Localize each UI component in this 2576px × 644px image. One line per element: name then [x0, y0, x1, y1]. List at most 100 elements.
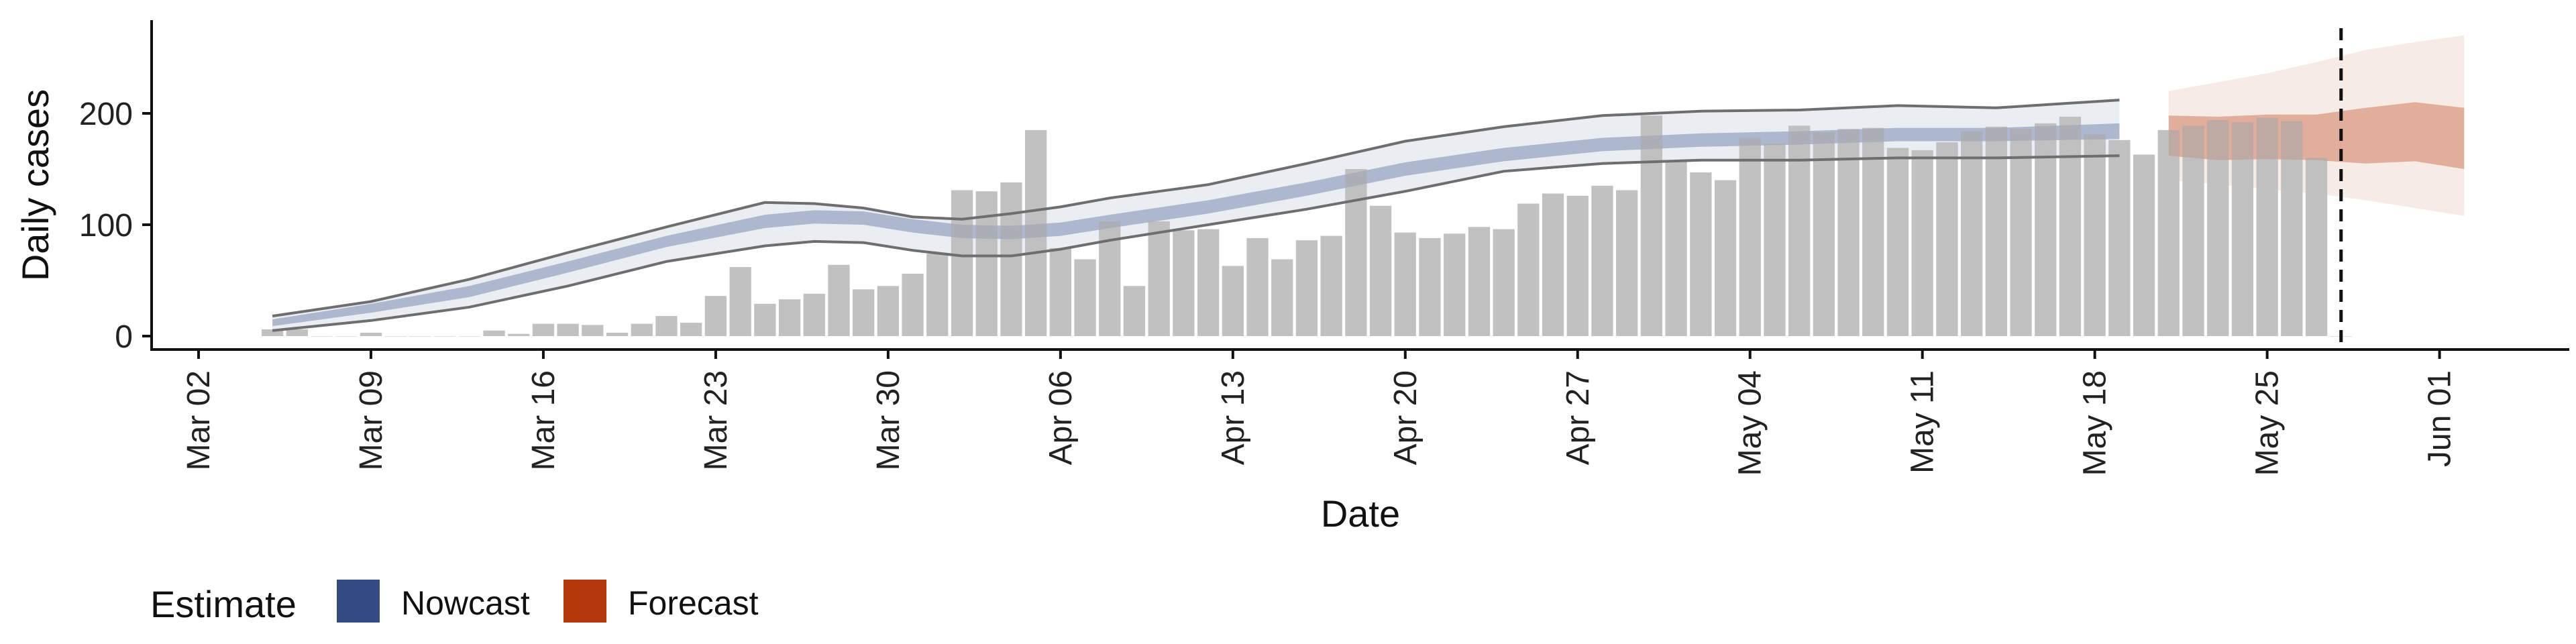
case-bar [508, 333, 530, 336]
case-bar [2084, 134, 2106, 336]
case-bar [1148, 221, 1170, 336]
case-bar [803, 293, 825, 336]
case-bar [1493, 229, 1515, 336]
nowcast-overlay [272, 102, 2465, 327]
case-bar [1886, 148, 1909, 336]
case-bar [532, 323, 555, 336]
x-axis-title: Date [1321, 492, 1400, 535]
legend-label-forecast: Forecast [628, 584, 759, 622]
x-tick-label: Apr 27 [1560, 370, 1596, 465]
case-bar [828, 264, 850, 336]
case-bar [2231, 122, 2254, 337]
x-axis-ticks: Mar 02 Mar 09 Mar 16 Mar 23 Mar 30 Apr 06 Apr … [181, 350, 2458, 476]
case-bar [1419, 237, 1441, 336]
x-tick-label: May 25 [2250, 370, 2286, 476]
x-tick-label: May 11 [1905, 370, 1941, 474]
case-bar [853, 289, 875, 336]
case-bar [483, 330, 505, 336]
case-bar [2059, 117, 2082, 336]
case-bar [1837, 129, 1860, 336]
x-tick-label: May 04 [1733, 370, 1768, 476]
legend-title: Estimate [150, 583, 297, 625]
case-bar [1000, 182, 1022, 336]
case-bar [975, 191, 998, 336]
case-bar [926, 254, 949, 336]
case-bar [1173, 230, 1195, 336]
case-bar [286, 329, 308, 336]
case-bar [360, 333, 382, 336]
case-bar [1246, 237, 1269, 336]
x-tick-label: Jun 01 [2422, 370, 2458, 467]
case-bar [1197, 229, 1220, 336]
case-bar [729, 267, 751, 336]
case-bar [902, 274, 924, 336]
case-bar [778, 299, 801, 336]
case-bar [631, 323, 653, 336]
case-bar [2108, 140, 2131, 337]
case-bar [582, 325, 604, 336]
case-bars [262, 115, 2352, 337]
case-bar [557, 323, 579, 336]
case-bar [2207, 120, 2229, 336]
case-bar [2281, 121, 2303, 336]
case-bar [1566, 195, 1589, 336]
legend-label-nowcast: Nowcast [401, 584, 530, 622]
y-tick-label: 100 [79, 208, 133, 244]
legend-swatch-nowcast [337, 580, 380, 623]
case-bar [2157, 129, 2180, 336]
case-bar [1813, 132, 1835, 336]
x-tick-label: Mar 16 [526, 370, 561, 470]
x-tick-label: Apr 06 [1043, 370, 1079, 465]
case-bar [458, 336, 480, 337]
x-tick-label: May 18 [2078, 370, 2113, 476]
case-bar [262, 329, 284, 336]
y-tick-label: 0 [115, 319, 133, 355]
case-bar [2133, 154, 2155, 336]
case-bar [1764, 143, 1786, 337]
case-bar [409, 336, 431, 337]
case-bar [1345, 169, 1367, 336]
case-bar [1985, 126, 2007, 336]
nowcast-lower-line [272, 154, 2120, 332]
legend: Estimate Nowcast Forecast [150, 580, 759, 625]
case-bar [2305, 158, 2328, 336]
case-bar [2010, 129, 2032, 336]
case-bar [606, 333, 629, 336]
case-bar [1690, 172, 1712, 336]
case-bar [1862, 127, 1884, 336]
case-bar [2256, 117, 2278, 336]
case-bar [1049, 248, 1071, 336]
case-bar [1616, 190, 1638, 336]
ribbon-outlines [272, 99, 2465, 332]
case-bar [704, 296, 727, 336]
x-tick-label: Mar 02 [181, 370, 217, 470]
case-bar [1788, 125, 1811, 337]
case-bar [1123, 286, 1146, 336]
case-bar [1961, 131, 1983, 336]
y-axis-title: Daily cases [14, 89, 56, 281]
case-bar [1444, 233, 1466, 336]
case-bar [384, 336, 407, 337]
y-tick-label: 200 [79, 97, 133, 132]
case-bar [1025, 129, 1047, 336]
case-bar [680, 323, 702, 336]
y-axis-ticks: 0 100 200 [79, 97, 152, 355]
case-bar [1591, 185, 1613, 336]
case-bar [1665, 160, 1687, 336]
x-tick-label: Mar 09 [354, 370, 389, 470]
case-bar [1542, 193, 1564, 336]
case-bar [1911, 150, 1933, 337]
x-tick-label: Mar 23 [698, 370, 734, 470]
forecast-inner-band-overlay [2168, 102, 2465, 169]
case-bar [1320, 235, 1342, 336]
case-bar [754, 303, 776, 336]
case-bar [1222, 266, 1244, 336]
case-bar [2035, 123, 2057, 336]
x-tick-label: Apr 13 [1216, 370, 1251, 465]
case-bar [433, 336, 456, 337]
case-bar [1074, 259, 1096, 336]
legend-swatch-forecast [564, 580, 606, 623]
case-bar [2182, 125, 2204, 337]
case-bar [1271, 259, 1293, 336]
